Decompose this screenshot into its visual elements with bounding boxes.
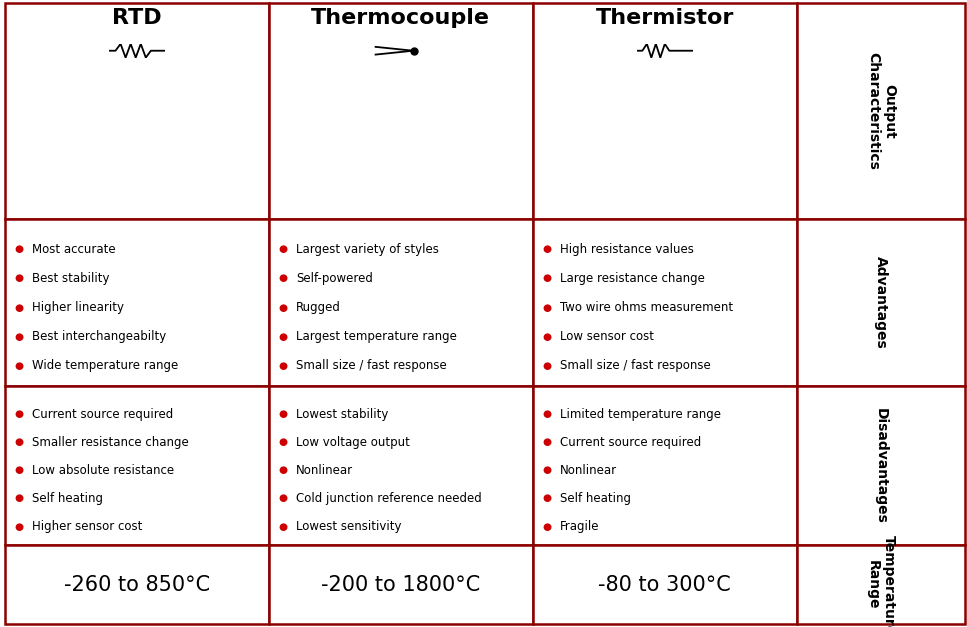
Text: Best interchangeabilty: Best interchangeabilty	[32, 330, 166, 343]
Text: ●: ●	[542, 361, 551, 371]
Text: ●: ●	[542, 302, 551, 312]
Text: Current source required: Current source required	[32, 408, 173, 421]
Text: ●: ●	[542, 437, 551, 447]
Text: Smaller resistance change: Smaller resistance change	[32, 436, 189, 449]
Text: -200 to 1800°C: -200 to 1800°C	[321, 575, 481, 594]
Text: ●: ●	[278, 409, 287, 419]
Text: Low absolute resistance: Low absolute resistance	[32, 464, 174, 477]
Text: Low voltage output: Low voltage output	[296, 436, 410, 449]
Text: ●: ●	[15, 302, 23, 312]
Text: Most accurate: Most accurate	[32, 243, 115, 256]
Text: Current source required: Current source required	[560, 436, 701, 449]
Text: ●: ●	[15, 361, 23, 371]
Text: ●: ●	[278, 302, 287, 312]
Text: Advantages: Advantages	[874, 256, 888, 349]
Text: ●: ●	[542, 332, 551, 342]
Text: Self-powered: Self-powered	[296, 271, 372, 285]
Text: ●: ●	[278, 361, 287, 371]
Text: Thermocouple: Thermocouple	[311, 8, 490, 28]
Text: Limited temperature range: Limited temperature range	[560, 408, 720, 421]
Text: Small size / fast response: Small size / fast response	[560, 359, 711, 372]
Text: ●: ●	[15, 465, 23, 475]
Text: Nonlinear: Nonlinear	[296, 464, 353, 477]
Text: Thermistor: Thermistor	[596, 8, 734, 28]
Text: ●: ●	[15, 493, 23, 503]
X-axis label: Temperature: Temperature	[368, 204, 448, 217]
Text: ●: ●	[278, 273, 287, 283]
Text: ●: ●	[542, 244, 551, 254]
Text: ●: ●	[278, 522, 287, 532]
Text: ●: ●	[542, 522, 551, 532]
Text: Higher linearity: Higher linearity	[32, 301, 124, 314]
Text: Temperature
Range: Temperature Range	[865, 535, 896, 627]
Text: ●: ●	[15, 244, 23, 254]
Text: Output
Characteristics: Output Characteristics	[865, 53, 896, 170]
Text: -260 to 850°C: -260 to 850°C	[64, 575, 210, 594]
Text: Disadvantages: Disadvantages	[874, 408, 888, 524]
Text: ●: ●	[542, 465, 551, 475]
Text: Fragile: Fragile	[560, 520, 600, 533]
X-axis label: Temperature: Temperature	[632, 204, 712, 217]
Text: ●: ●	[542, 409, 551, 419]
Text: Large resistance change: Large resistance change	[560, 271, 705, 285]
Y-axis label: Resistance: Resistance	[41, 107, 54, 174]
Text: Largest temperature range: Largest temperature range	[296, 330, 456, 343]
Text: ●: ●	[15, 332, 23, 342]
Text: ●: ●	[15, 437, 23, 447]
Text: ●: ●	[278, 465, 287, 475]
Text: Low sensor cost: Low sensor cost	[560, 330, 654, 343]
Text: ●: ●	[542, 493, 551, 503]
Text: Lowest stability: Lowest stability	[296, 408, 389, 421]
Text: ●: ●	[278, 244, 287, 254]
Text: ●: ●	[15, 409, 23, 419]
Text: ●: ●	[15, 273, 23, 283]
Text: ●: ●	[542, 273, 551, 283]
Text: ●: ●	[278, 493, 287, 503]
Text: Wide temperature range: Wide temperature range	[32, 359, 178, 372]
Text: Two wire ohms measurement: Two wire ohms measurement	[560, 301, 733, 314]
Text: -80 to 300°C: -80 to 300°C	[599, 575, 731, 594]
Text: Rugged: Rugged	[296, 301, 340, 314]
Text: Self heating: Self heating	[560, 492, 630, 505]
Text: ●: ●	[278, 437, 287, 447]
Text: RTD: RTD	[112, 8, 161, 28]
Text: Lowest sensitivity: Lowest sensitivity	[296, 520, 401, 533]
Text: Self heating: Self heating	[32, 492, 103, 505]
Text: Higher sensor cost: Higher sensor cost	[32, 520, 142, 533]
Text: High resistance values: High resistance values	[560, 243, 693, 256]
Text: Small size / fast response: Small size / fast response	[296, 359, 447, 372]
Y-axis label: Resistance: Resistance	[569, 107, 582, 174]
Text: ●: ●	[15, 522, 23, 532]
Text: Nonlinear: Nonlinear	[560, 464, 617, 477]
Text: ●: ●	[278, 332, 287, 342]
Text: Best stability: Best stability	[32, 271, 109, 285]
Text: Cold junction reference needed: Cold junction reference needed	[296, 492, 482, 505]
Y-axis label: Output Voltage: Output Voltage	[305, 93, 318, 187]
X-axis label: Temperature: Temperature	[104, 204, 184, 217]
Text: Largest variety of styles: Largest variety of styles	[296, 243, 439, 256]
